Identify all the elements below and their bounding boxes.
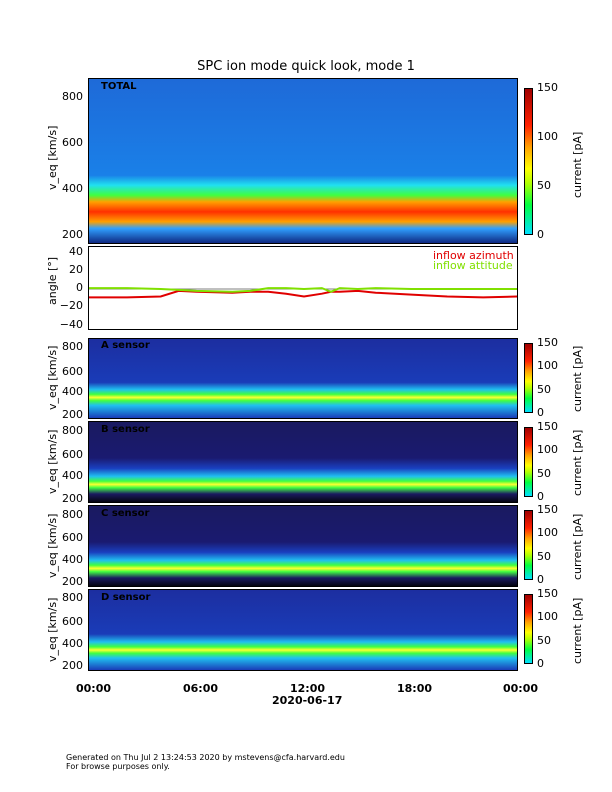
colorbar-label-b: current [pA] (571, 429, 584, 496)
colorbar-tick-label: 50 (537, 549, 551, 563)
azimuth-series-line (89, 289, 517, 299)
angle-panel (88, 246, 518, 330)
colorbar-tick-label: 100 (537, 130, 558, 143)
x-tick-1: 06:00 (183, 682, 219, 695)
colorbar-label-c: current [pA] (571, 513, 584, 580)
x-date-label: 2020-06-17 (272, 694, 343, 707)
ylabel-b: v_eq [km/s] (46, 429, 59, 494)
colorbar-tick-label: 0 (537, 657, 544, 670)
y-tick-label: 400 (62, 182, 83, 195)
panel-label-total: TOTAL (101, 81, 137, 92)
colorbar-tick-label: 50 (537, 382, 551, 396)
attitude-series-line (89, 287, 517, 293)
panel-label-a: A sensor (101, 340, 150, 351)
colorbar-label-d: current [pA] (571, 597, 584, 664)
y-tick-label: 600 (62, 615, 83, 628)
y-tick-label: 200 (62, 228, 83, 241)
colorbar-tick-label: 150 (537, 336, 558, 349)
y-tick-label: 800 (62, 591, 83, 604)
y-tick-label: 200 (62, 492, 83, 505)
x-tick-0: 00:00 (76, 682, 112, 695)
y-tick-label: 800 (62, 508, 83, 521)
page-title: SPC ion mode quick look, mode 1 (197, 59, 415, 74)
ylabel-a: v_eq [km/s] (46, 345, 59, 410)
colorbar-tick-label: 0 (537, 406, 544, 419)
colorbar-tick-label: 50 (537, 633, 551, 647)
colorbar-tick-label: 150 (537, 503, 558, 516)
legend-azimuth: inflow azimuth (433, 249, 514, 262)
y-tick-label: 800 (62, 424, 83, 437)
y-tick-label: 400 (62, 385, 83, 398)
colorbar-c (524, 510, 533, 580)
colorbar-tick-label: 0 (537, 573, 544, 586)
y-tick-label: 40 (69, 245, 83, 258)
angle-plot (89, 287, 517, 299)
colorbar-tick-label: 0 (537, 228, 544, 241)
total-spectrogram (88, 78, 518, 244)
x-tick-2: 12:00 (290, 682, 326, 695)
colorbar-a (524, 343, 533, 413)
colorbar-tick-label: 100 (537, 443, 558, 457)
panel-label-d: D sensor (101, 592, 151, 603)
y-tick-label: 600 (62, 136, 83, 149)
panel-label-b: B sensor (101, 424, 150, 435)
ylabel-total: v_eq [km/s] (46, 125, 59, 190)
colorbar-tick-label: 50 (537, 466, 551, 480)
y-tick-label: 800 (62, 340, 83, 353)
y-tick-label: 400 (62, 637, 83, 650)
colorbar-tick-label: 150 (537, 587, 558, 600)
footer-generated: Generated on Thu Jul 2 13:24:53 2020 by … (66, 753, 345, 762)
ylabel-angle: angle [°] (46, 256, 59, 305)
y-tick-label: 200 (62, 659, 83, 672)
y-tick-label: 200 (62, 408, 83, 421)
total-heatmap (89, 79, 517, 243)
y-tick-label: 0 (76, 281, 83, 294)
y-tick-label: 600 (62, 531, 83, 544)
y-tick-label: 200 (62, 575, 83, 588)
c-sensor-spectrogram (88, 505, 518, 587)
colorbar-d (524, 594, 533, 664)
panel-label-c: C sensor (101, 508, 150, 519)
y-tick-label: 20 (69, 263, 83, 276)
colorbar-tick-label: 100 (537, 359, 558, 373)
colorbar-b (524, 427, 533, 497)
colorbar-tick-label: 100 (537, 610, 558, 624)
y-tick-label: 400 (62, 469, 83, 482)
colorbar-label-total: current [pA] (571, 131, 584, 198)
a-sensor-spectrogram (88, 338, 518, 419)
colorbar-label-a: current [pA] (571, 345, 584, 412)
footer-note: For browse purposes only. (66, 762, 170, 771)
x-tick-3: 18:00 (397, 682, 433, 695)
y-tick-label: 400 (62, 553, 83, 566)
y-tick-label: −20 (59, 299, 83, 312)
legend-attitude: inflow attitude (433, 259, 513, 272)
y-tick-label: 600 (62, 448, 83, 461)
colorbar-tick-label: 150 (537, 420, 558, 433)
colorbar-total (524, 88, 533, 235)
y-tick-label: 800 (62, 90, 83, 103)
ylabel-c: v_eq [km/s] (46, 513, 59, 578)
colorbar-tick-label: 100 (537, 526, 558, 540)
y-tick-label: 600 (62, 365, 83, 378)
colorbar-tick-label: 0 (537, 490, 544, 503)
colorbar-tick-label: 50 (537, 179, 551, 192)
b-sensor-spectrogram (88, 421, 518, 503)
x-tick-4: 00:00 (503, 682, 539, 695)
ylabel-d: v_eq [km/s] (46, 597, 59, 662)
d-sensor-spectrogram (88, 589, 518, 671)
colorbar-tick-label: 150 (537, 81, 558, 94)
y-tick-label: −40 (59, 318, 83, 331)
